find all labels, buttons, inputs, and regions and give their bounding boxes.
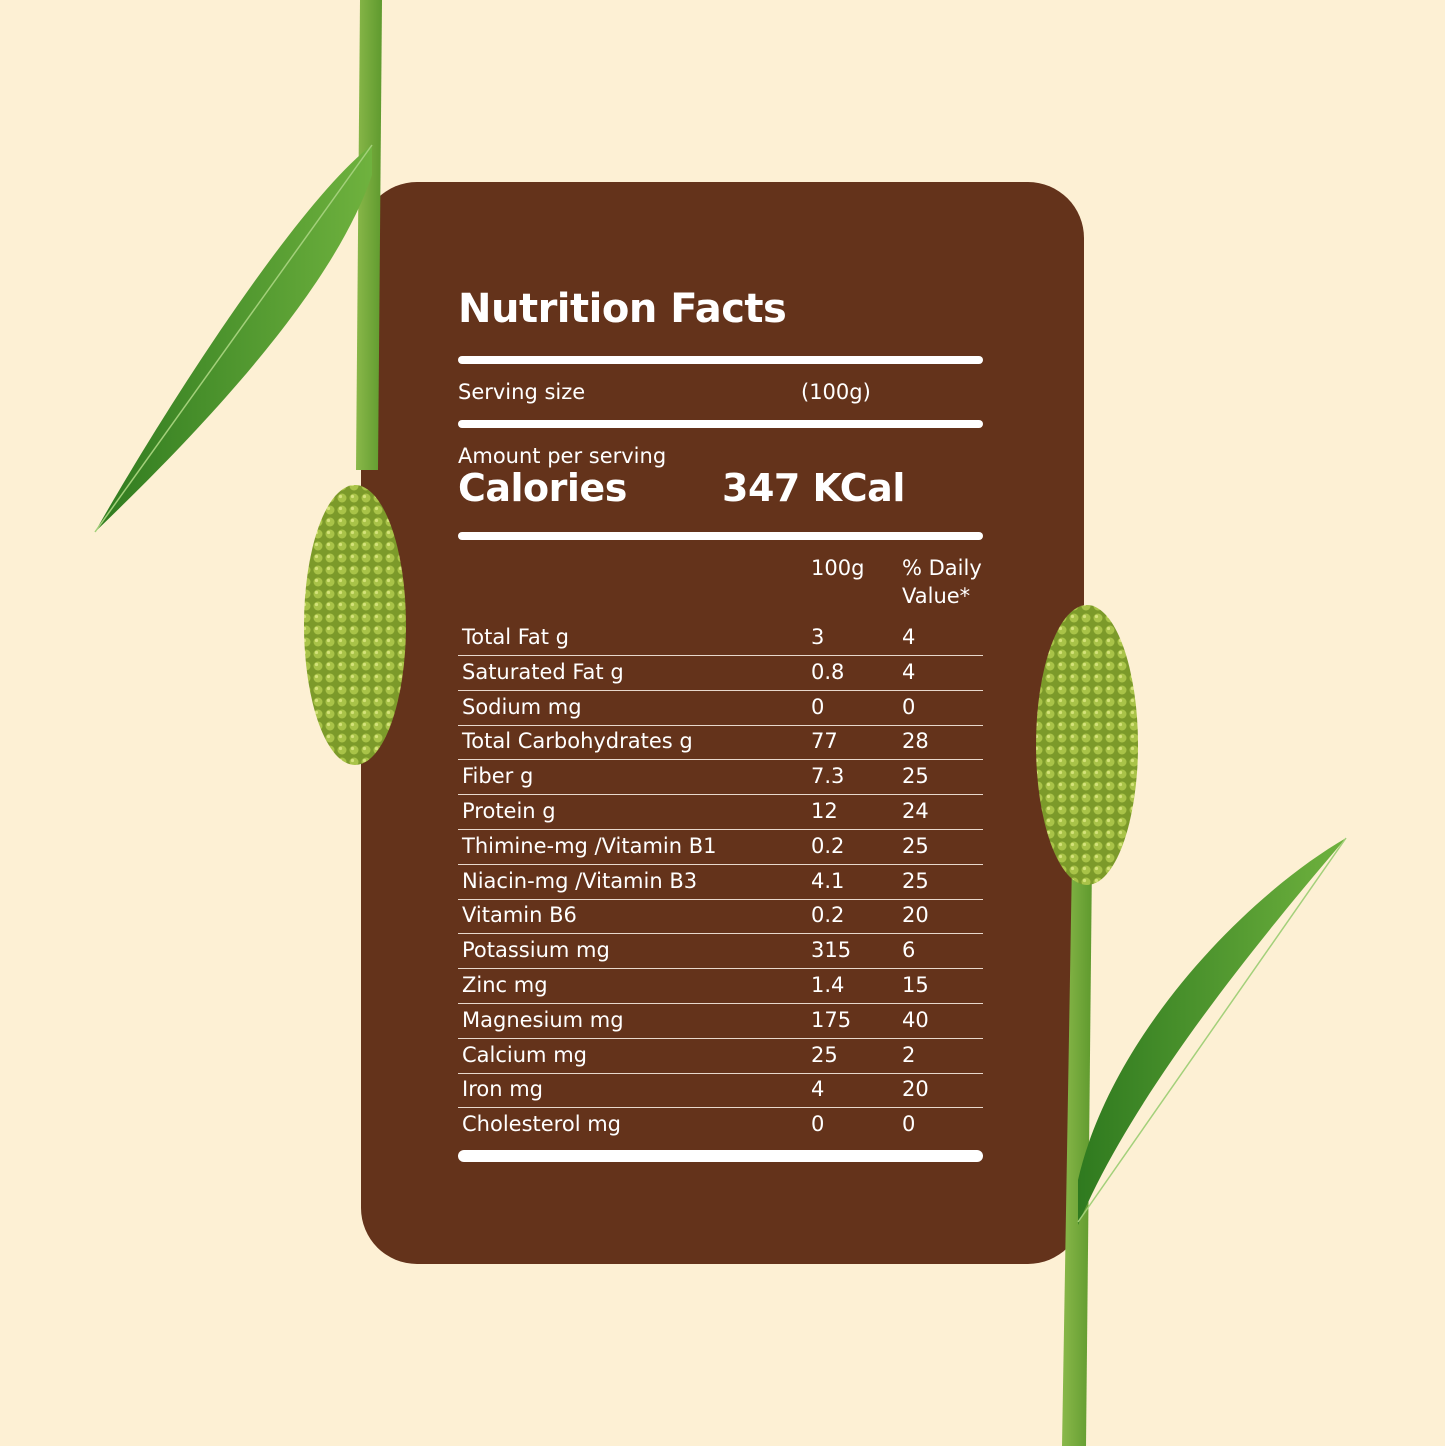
table-row: Total Carbohydrates g 77 28 bbox=[458, 724, 983, 761]
nutrient-amount: 12 bbox=[811, 799, 838, 823]
nutrient-daily-value: 40 bbox=[902, 1007, 929, 1032]
nutrient-daily-value: 20 bbox=[902, 1077, 929, 1102]
table-row: Calcium mg 25 2 bbox=[458, 1038, 983, 1074]
divider-thick bbox=[458, 356, 983, 364]
nutrient-amount: 4 bbox=[811, 1077, 825, 1102]
right-millet-stalk bbox=[1036, 605, 1347, 1446]
nutrient-daily-value: 25 bbox=[902, 833, 929, 858]
nutrient-name: Iron mg bbox=[462, 1077, 543, 1102]
nutrient-amount: 7.3 bbox=[811, 764, 845, 789]
table-row: Zinc mg 1.4 15 bbox=[458, 968, 983, 1004]
table-row: Vitamin B6 0.2 20 bbox=[458, 898, 983, 935]
nutrient-name: Potassium mg bbox=[462, 938, 610, 963]
nutrient-amount: 0 bbox=[811, 1112, 825, 1137]
table-row: Fiber g 7.3 25 bbox=[458, 759, 983, 796]
table-row: Magnesium mg 175 40 bbox=[458, 1003, 983, 1039]
table-row: Potassium mg 315 6 bbox=[458, 933, 983, 970]
nutrient-name: Magnesium mg bbox=[462, 1007, 624, 1032]
nutrient-daily-value: 24 bbox=[902, 799, 929, 823]
column-header-amount: 100g bbox=[811, 556, 865, 580]
nutrient-amount: 4.1 bbox=[811, 868, 845, 893]
nutrient-name: Total Carbohydrates g bbox=[462, 729, 693, 754]
nutrient-amount: 77 bbox=[811, 729, 838, 754]
serving-size-label: Serving size bbox=[458, 380, 586, 404]
divider-thick bbox=[458, 420, 983, 428]
nutrient-amount: 175 bbox=[811, 1007, 852, 1032]
nutrient-daily-value: 0 bbox=[902, 694, 916, 719]
amount-per-serving-label: Amount per serving bbox=[458, 444, 667, 468]
nutrient-amount: 0 bbox=[811, 694, 825, 719]
nutrient-daily-value: 0 bbox=[902, 1112, 916, 1137]
nutrient-amount: 315 bbox=[811, 938, 852, 963]
column-header-dv-line2: Value* bbox=[902, 584, 971, 608]
calories-value: 347 KCal bbox=[722, 466, 905, 510]
nutrient-daily-value: 15 bbox=[902, 973, 929, 997]
nutrient-daily-value: 25 bbox=[902, 764, 929, 789]
table-row: Total Fat g 3 4 bbox=[458, 620, 983, 656]
nutrient-name: Zinc mg bbox=[462, 973, 548, 997]
table-row: Protein g 12 24 bbox=[458, 794, 983, 830]
table-row: Iron mg 4 20 bbox=[458, 1072, 983, 1109]
nutrient-name: Sodium mg bbox=[462, 694, 582, 719]
table-row: Niacin-mg /Vitamin B3 4.1 25 bbox=[458, 864, 983, 900]
nutrient-name: Calcium mg bbox=[462, 1042, 587, 1067]
nutrient-daily-value: 6 bbox=[902, 938, 916, 963]
nutrient-name: Total Fat g bbox=[462, 625, 569, 649]
nutrient-daily-value: 25 bbox=[902, 868, 929, 893]
nutrient-daily-value: 2 bbox=[902, 1042, 916, 1067]
nutrient-amount: 0.2 bbox=[811, 833, 845, 858]
table-row: Cholesterol mg 0 0 bbox=[458, 1107, 983, 1142]
nutrient-name: Saturated Fat g bbox=[462, 659, 624, 684]
nutrient-amount: 25 bbox=[811, 1042, 838, 1067]
nutrient-amount: 3 bbox=[811, 625, 825, 649]
nutrient-name: Vitamin B6 bbox=[462, 903, 577, 928]
table-row: Thimine-mg /Vitamin B1 0.2 25 bbox=[458, 829, 983, 865]
page-title: Nutrition Facts bbox=[458, 286, 787, 332]
nutrient-name: Thimine-mg /Vitamin B1 bbox=[462, 833, 717, 858]
divider-thick bbox=[458, 532, 983, 540]
nutrient-name: Protein g bbox=[462, 799, 556, 823]
serving-size-value: (100g) bbox=[801, 380, 871, 404]
nutrient-amount: 0.2 bbox=[811, 903, 845, 928]
nutrient-amount: 0.8 bbox=[811, 659, 845, 684]
left-millet-stalk bbox=[94, 0, 406, 765]
nutrient-daily-value: 4 bbox=[902, 659, 916, 684]
nutrient-daily-value: 20 bbox=[902, 903, 929, 928]
nutrient-amount: 1.4 bbox=[811, 973, 845, 997]
nutrient-name: Cholesterol mg bbox=[462, 1112, 621, 1137]
nutrient-daily-value: 4 bbox=[902, 625, 916, 649]
column-header-dv: % Daily bbox=[902, 556, 982, 580]
nutrient-name: Niacin-mg /Vitamin B3 bbox=[462, 868, 698, 893]
nutrient-daily-value: 28 bbox=[902, 729, 929, 754]
divider-thick-bottom bbox=[458, 1150, 983, 1162]
calories-label: Calories bbox=[458, 466, 627, 510]
table-row: Saturated Fat g 0.8 4 bbox=[458, 655, 983, 691]
table-row: Sodium mg 0 0 bbox=[458, 690, 983, 726]
nutrient-name: Fiber g bbox=[462, 764, 534, 789]
